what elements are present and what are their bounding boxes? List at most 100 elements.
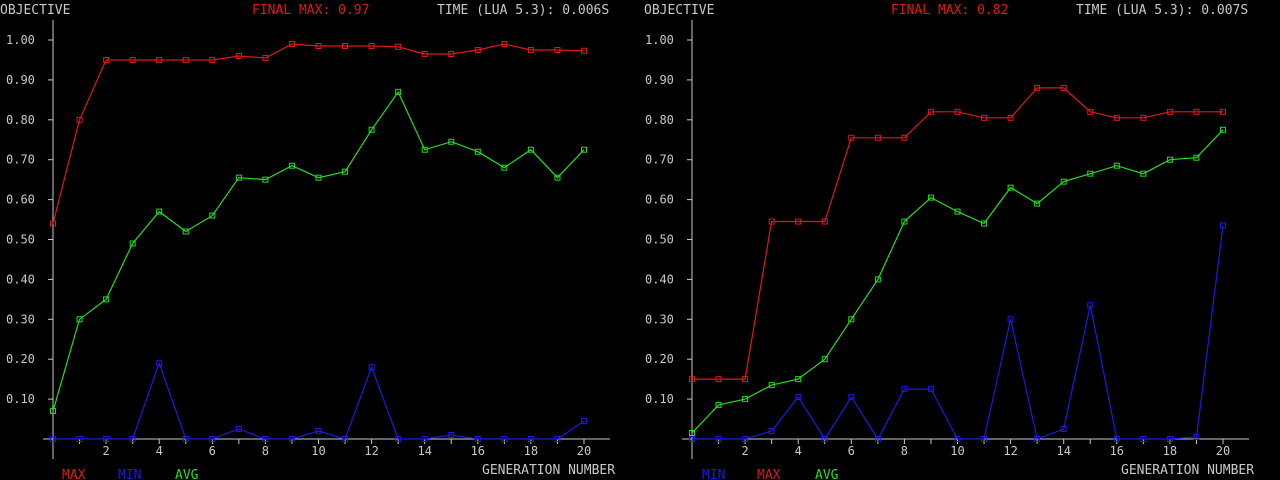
- data-point-avg: [501, 164, 508, 171]
- y-tick-label: 0.90: [6, 73, 35, 87]
- data-point-max: [1140, 114, 1147, 121]
- data-point-max: [368, 42, 375, 49]
- data-point-avg: [689, 430, 695, 437]
- data-point-max: [848, 134, 855, 141]
- data-point-avg: [742, 396, 749, 403]
- data-point-avg: [421, 146, 428, 153]
- y-tick-label: 0.30: [645, 312, 674, 326]
- data-point-max: [50, 220, 56, 227]
- data-point-avg: [182, 228, 189, 235]
- data-point-min: [1034, 436, 1041, 442]
- data-point-avg: [1060, 178, 1067, 185]
- data-point-min: [448, 432, 455, 439]
- data-point-max: [1193, 108, 1200, 115]
- x-tick-label: 14: [1056, 444, 1070, 458]
- data-point-min: [262, 436, 269, 442]
- data-point-min: [821, 436, 828, 442]
- data-point-min: [1060, 426, 1067, 433]
- data-point-avg: [448, 138, 455, 145]
- data-point-min: [182, 436, 189, 442]
- data-point-max: [581, 47, 587, 54]
- data-point-max: [795, 218, 802, 225]
- x-tick-label: 14: [417, 444, 431, 458]
- data-point-min: [1087, 302, 1094, 309]
- data-point-max: [156, 56, 163, 63]
- data-point-avg: [235, 174, 242, 181]
- data-point-max: [76, 116, 83, 123]
- y-tick-label: 0.70: [645, 153, 674, 167]
- data-point-max: [768, 218, 775, 225]
- legend-avg: AVG: [175, 468, 199, 480]
- series-line-max: [52, 43, 585, 224]
- objective-title: OBJECTIVE: [644, 3, 714, 18]
- x-tick-label: 10: [950, 444, 964, 458]
- data-point-avg: [129, 240, 136, 247]
- data-point-min: [527, 436, 534, 442]
- chart-panel-left: OBJECTIVE FINAL MAX: 0.97 TIME (LUA 5.3)…: [0, 3, 615, 480]
- data-point-max: [1087, 108, 1094, 115]
- data-point-min: [848, 394, 855, 401]
- data-point-max: [395, 43, 402, 50]
- y-tick-label: 0.30: [6, 312, 35, 326]
- data-point-min: [715, 436, 722, 442]
- data-point-max: [182, 56, 189, 63]
- data-point-avg: [1034, 200, 1041, 207]
- data-point-avg: [874, 276, 881, 283]
- y-tick-label: 0.80: [6, 113, 35, 127]
- y-tick-label: 0.50: [6, 233, 35, 247]
- data-point-avg: [795, 376, 802, 383]
- data-point-min: [581, 418, 587, 425]
- y-tick-label: 0.10: [645, 392, 674, 406]
- data-point-min: [874, 436, 881, 442]
- data-point-min: [50, 436, 56, 442]
- x-tick-label: 20: [1216, 444, 1230, 458]
- data-point-avg: [1166, 156, 1173, 163]
- data-point-max: [342, 42, 349, 49]
- data-point-max: [1166, 108, 1173, 115]
- data-point-min: [689, 436, 695, 442]
- data-point-max: [527, 46, 534, 53]
- data-point-avg: [554, 174, 561, 181]
- x-tick-label: 12: [364, 444, 378, 458]
- x-tick-label: 2: [741, 444, 748, 458]
- y-tick-label: 0.50: [645, 233, 674, 247]
- y-tick-label: 0.40: [6, 272, 35, 286]
- x-tick-label: 4: [156, 444, 163, 458]
- data-point-max: [742, 376, 749, 383]
- data-point-max: [1007, 114, 1014, 121]
- y-tick-label: 1.00: [645, 33, 674, 47]
- data-point-max: [448, 50, 455, 57]
- data-point-max: [901, 134, 908, 141]
- data-point-max: [874, 134, 881, 141]
- data-point-min: [368, 364, 375, 371]
- data-point-avg: [103, 296, 110, 303]
- data-point-avg: [981, 220, 988, 227]
- time-label: TIME (LUA 5.3): 0.007S: [1076, 3, 1248, 18]
- data-point-max: [821, 218, 828, 225]
- data-point-avg: [209, 212, 216, 219]
- data-point-max: [501, 40, 508, 47]
- y-tick-label: 0.80: [645, 113, 674, 127]
- data-point-min: [474, 436, 481, 442]
- data-point-min: [103, 436, 110, 442]
- data-point-min: [768, 428, 775, 435]
- data-point-max: [1220, 108, 1226, 115]
- data-point-min: [129, 436, 136, 442]
- legend-min: MIN: [118, 468, 141, 480]
- data-point-avg: [768, 382, 775, 389]
- data-point-max: [1060, 84, 1067, 91]
- data-point-avg: [288, 162, 295, 169]
- data-point-min: [1140, 436, 1147, 442]
- data-point-min: [209, 436, 216, 442]
- data-point-avg: [342, 168, 349, 175]
- data-point-min: [315, 428, 322, 435]
- data-point-min: [1166, 436, 1173, 442]
- data-point-min: [1113, 436, 1120, 442]
- legend-max: MAX: [757, 468, 781, 480]
- time-label: TIME (LUA 5.3): 0.006S: [437, 3, 609, 18]
- legend-avg: AVG: [815, 468, 839, 480]
- data-point-max: [315, 42, 322, 49]
- data-point-min: [76, 436, 83, 442]
- data-point-avg: [156, 208, 163, 215]
